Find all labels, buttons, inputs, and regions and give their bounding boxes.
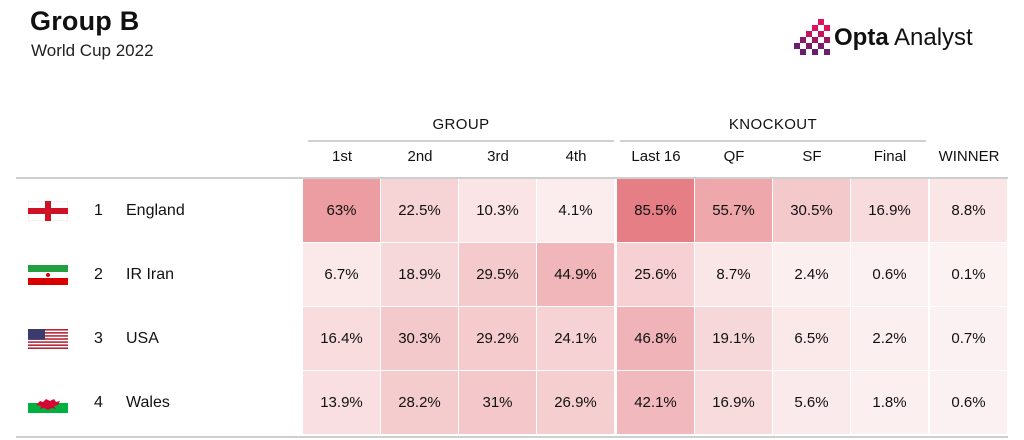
- rank: 3: [94, 330, 103, 347]
- column-header-winner: WINNER: [938, 148, 1000, 165]
- cell-usa-3rd: 29.2%: [459, 307, 536, 370]
- group-divider-knockout: [620, 140, 926, 142]
- column-header-last16: Last 16: [631, 148, 681, 165]
- cell-iran-winner: 0.1%: [930, 243, 1007, 306]
- england-flag-icon: [28, 201, 68, 221]
- usa-flag-icon: [28, 329, 68, 349]
- cell-wales-last16: 42.1%: [617, 371, 694, 434]
- cell-iran-2nd: 18.9%: [381, 243, 458, 306]
- column-header-qf: QF: [723, 148, 745, 165]
- cell-england-3rd: 10.3%: [459, 179, 536, 242]
- cell-wales-4th: 26.9%: [537, 371, 614, 434]
- cell-wales-sf: 5.6%: [773, 371, 850, 434]
- column-header-sf: SF: [802, 148, 822, 165]
- group-label-knockout: KNOCKOUT: [728, 116, 818, 133]
- cell-iran-4th: 44.9%: [537, 243, 614, 306]
- cell-usa-qf: 19.1%: [695, 307, 772, 370]
- team-name: USA: [126, 330, 159, 347]
- cell-iran-last16: 25.6%: [617, 243, 694, 306]
- table-row: 3 USA 16.4% 30.3% 29.2% 24.1% 46.8% 19.1…: [16, 307, 1008, 371]
- cell-iran-3rd: 29.5%: [459, 243, 536, 306]
- cell-england-winner: 8.8%: [930, 179, 1007, 242]
- cell-usa-winner: 0.7%: [930, 307, 1007, 370]
- cell-england-last16: 85.5%: [617, 179, 694, 242]
- wales-flag-icon: [28, 393, 68, 413]
- cell-wales-winner: 0.6%: [930, 371, 1007, 434]
- cell-usa-4th: 24.1%: [537, 307, 614, 370]
- team-name: Wales: [126, 394, 170, 411]
- cell-usa-1st: 16.4%: [303, 307, 380, 370]
- cell-england-2nd: 22.5%: [381, 179, 458, 242]
- cell-wales-qf: 16.9%: [695, 371, 772, 434]
- iran-flag-icon: [28, 265, 68, 285]
- cell-iran-qf: 8.7%: [695, 243, 772, 306]
- rank: 4: [94, 394, 103, 411]
- brand-name: Opta Analyst: [834, 24, 973, 52]
- column-header-3rd: 3rd: [487, 148, 509, 165]
- group-label-group: GROUP: [432, 116, 490, 133]
- table-row: 1 England 63% 22.5% 10.3% 4.1% 85.5% 55.…: [16, 179, 1008, 243]
- cell-wales-2nd: 28.2%: [381, 371, 458, 434]
- table-top-rule: [16, 177, 1008, 179]
- table-row: 2 IR Iran 6.7% 18.9% 29.5% 44.9% 25.6% 8…: [16, 243, 1008, 307]
- cell-iran-sf: 2.4%: [773, 243, 850, 306]
- cell-usa-last16: 46.8%: [617, 307, 694, 370]
- column-header-final: Final: [873, 148, 907, 165]
- cell-wales-1st: 13.9%: [303, 371, 380, 434]
- cell-usa-2nd: 30.3%: [381, 307, 458, 370]
- cell-iran-final: 0.6%: [851, 243, 928, 306]
- column-header-4th: 4th: [565, 148, 587, 165]
- cell-usa-final: 2.2%: [851, 307, 928, 370]
- column-header-1st: 1st: [331, 148, 352, 165]
- cell-england-sf: 30.5%: [773, 179, 850, 242]
- rank: 1: [94, 202, 103, 219]
- chart-subtitle: World Cup 2022: [31, 41, 154, 60]
- cell-england-4th: 4.1%: [537, 179, 614, 242]
- brand-name-light: Analyst: [888, 24, 973, 51]
- cell-usa-sf: 6.5%: [773, 307, 850, 370]
- brand: Opta Analyst: [792, 18, 992, 58]
- cell-wales-3rd: 31%: [459, 371, 536, 434]
- team-name: England: [126, 202, 185, 219]
- cell-iran-1st: 6.7%: [303, 243, 380, 306]
- table-row: 4 Wales 13.9% 28.2% 31% 26.9% 42.1% 16.9…: [16, 371, 1008, 435]
- chart-title: Group B: [30, 6, 140, 36]
- cell-england-1st: 63%: [303, 179, 380, 242]
- opta-logo-icon: [794, 19, 830, 55]
- cell-england-qf: 55.7%: [695, 179, 772, 242]
- cell-england-final: 16.9%: [851, 179, 928, 242]
- column-header-2nd: 2nd: [407, 148, 433, 165]
- group-divider-group: [308, 140, 614, 142]
- brand-name-bold: Opta: [834, 24, 889, 51]
- rank: 2: [94, 266, 103, 283]
- team-name: IR Iran: [126, 266, 175, 283]
- table-bottom-rule: [16, 436, 1008, 438]
- cell-wales-final: 1.8%: [851, 371, 928, 434]
